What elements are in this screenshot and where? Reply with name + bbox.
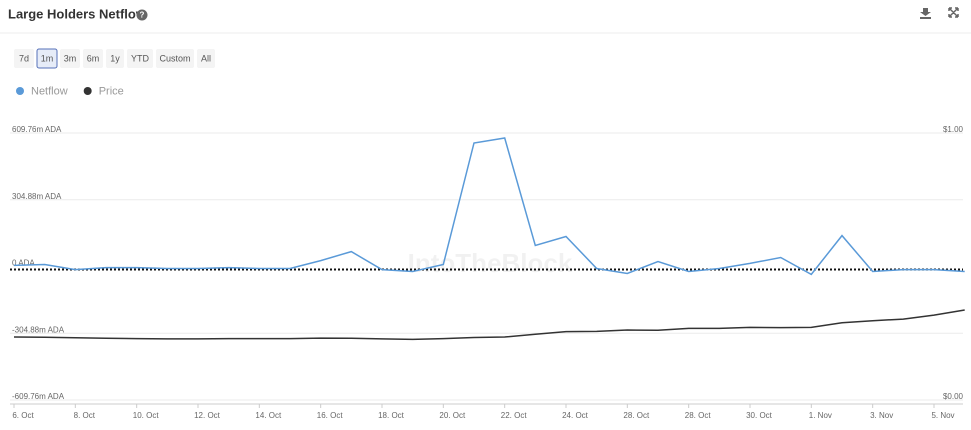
y-tick-label: 609.76m ADA	[12, 125, 62, 134]
y-tick-label: -304.88m ADA	[12, 325, 65, 334]
x-tick-label: 5. Nov	[931, 411, 954, 420]
x-tick-label: 24. Oct	[562, 411, 589, 420]
y2-tick-label: $0.00	[943, 392, 964, 401]
x-tick-label: 1. Nov	[809, 411, 832, 420]
range-button[interactable]: Custom	[156, 49, 194, 68]
legend-item[interactable]: Price	[83, 85, 124, 97]
legend-label[interactable]: Price	[99, 85, 124, 97]
range-button[interactable]: YTD	[127, 49, 153, 68]
x-tick-label: 6. Oct	[12, 411, 34, 420]
range-button-bg[interactable]	[156, 49, 194, 68]
range-button-label[interactable]: Custom	[159, 53, 190, 63]
help-icon[interactable]: ?	[136, 9, 148, 21]
x-tick-label: 28. Oct	[685, 411, 712, 420]
range-button-label[interactable]: 6m	[87, 53, 100, 63]
legend-marker[interactable]	[83, 87, 92, 95]
range-button-label[interactable]: All	[201, 53, 211, 63]
x-tick-label: 16. Oct	[317, 411, 344, 420]
range-button[interactable]: 1m	[36, 48, 58, 69]
expand-icon[interactable]	[948, 7, 959, 18]
legend-marker[interactable]	[16, 87, 24, 95]
x-tick-label: 22. Oct	[501, 411, 528, 420]
download-icon[interactable]	[920, 8, 931, 19]
y-tick-label: 0 ADA	[12, 259, 35, 268]
x-tick-label: 20. Oct	[439, 411, 466, 420]
y2-tick-label: $1.00	[943, 125, 964, 134]
legend-label[interactable]: Netflow	[31, 85, 68, 97]
range-button-label[interactable]: 1m	[41, 53, 54, 63]
range-button-label[interactable]: 7d	[19, 53, 29, 63]
range-button-bg[interactable]	[14, 49, 34, 68]
x-tick-label: 12. Oct	[194, 411, 221, 420]
range-button-bg[interactable]	[83, 49, 103, 68]
range-button-bg[interactable]	[36, 48, 58, 69]
range-button-bg[interactable]	[106, 49, 124, 68]
range-button-label[interactable]: YTD	[131, 53, 150, 63]
x-tick-label: 30. Oct	[746, 411, 773, 420]
x-tick-label: 3. Nov	[870, 411, 893, 420]
range-button[interactable]: 1y	[106, 49, 124, 68]
x-tick-label: 18. Oct	[378, 411, 405, 420]
x-tick-label: 28. Oct	[623, 411, 650, 420]
range-button-label[interactable]: 1y	[110, 53, 120, 63]
range-button-label[interactable]: 3m	[64, 53, 77, 63]
x-tick-label: 8. Oct	[74, 411, 96, 420]
series-line	[13, 309, 965, 341]
svg-text:?: ?	[140, 11, 145, 20]
range-button[interactable]: 6m	[83, 49, 103, 68]
x-tick-label: 14. Oct	[255, 411, 282, 420]
range-button[interactable]: 7d	[14, 49, 34, 68]
range-button[interactable]: All	[197, 49, 215, 68]
y-tick-label: 304.88m ADA	[12, 192, 62, 201]
x-tick-label: 10. Oct	[133, 411, 160, 420]
y-tick-label: -609.76m ADA	[12, 392, 65, 401]
range-button-bg[interactable]	[197, 49, 215, 68]
chart-title: Large Holders Netflow	[8, 6, 147, 21]
legend-item[interactable]: Netflow	[16, 85, 68, 97]
series-line	[13, 137, 965, 276]
range-button-bg[interactable]	[60, 49, 80, 68]
range-button[interactable]: 3m	[60, 49, 80, 68]
range-button-bg[interactable]	[127, 49, 153, 68]
watermark: IntoTheBlock	[408, 248, 573, 278]
